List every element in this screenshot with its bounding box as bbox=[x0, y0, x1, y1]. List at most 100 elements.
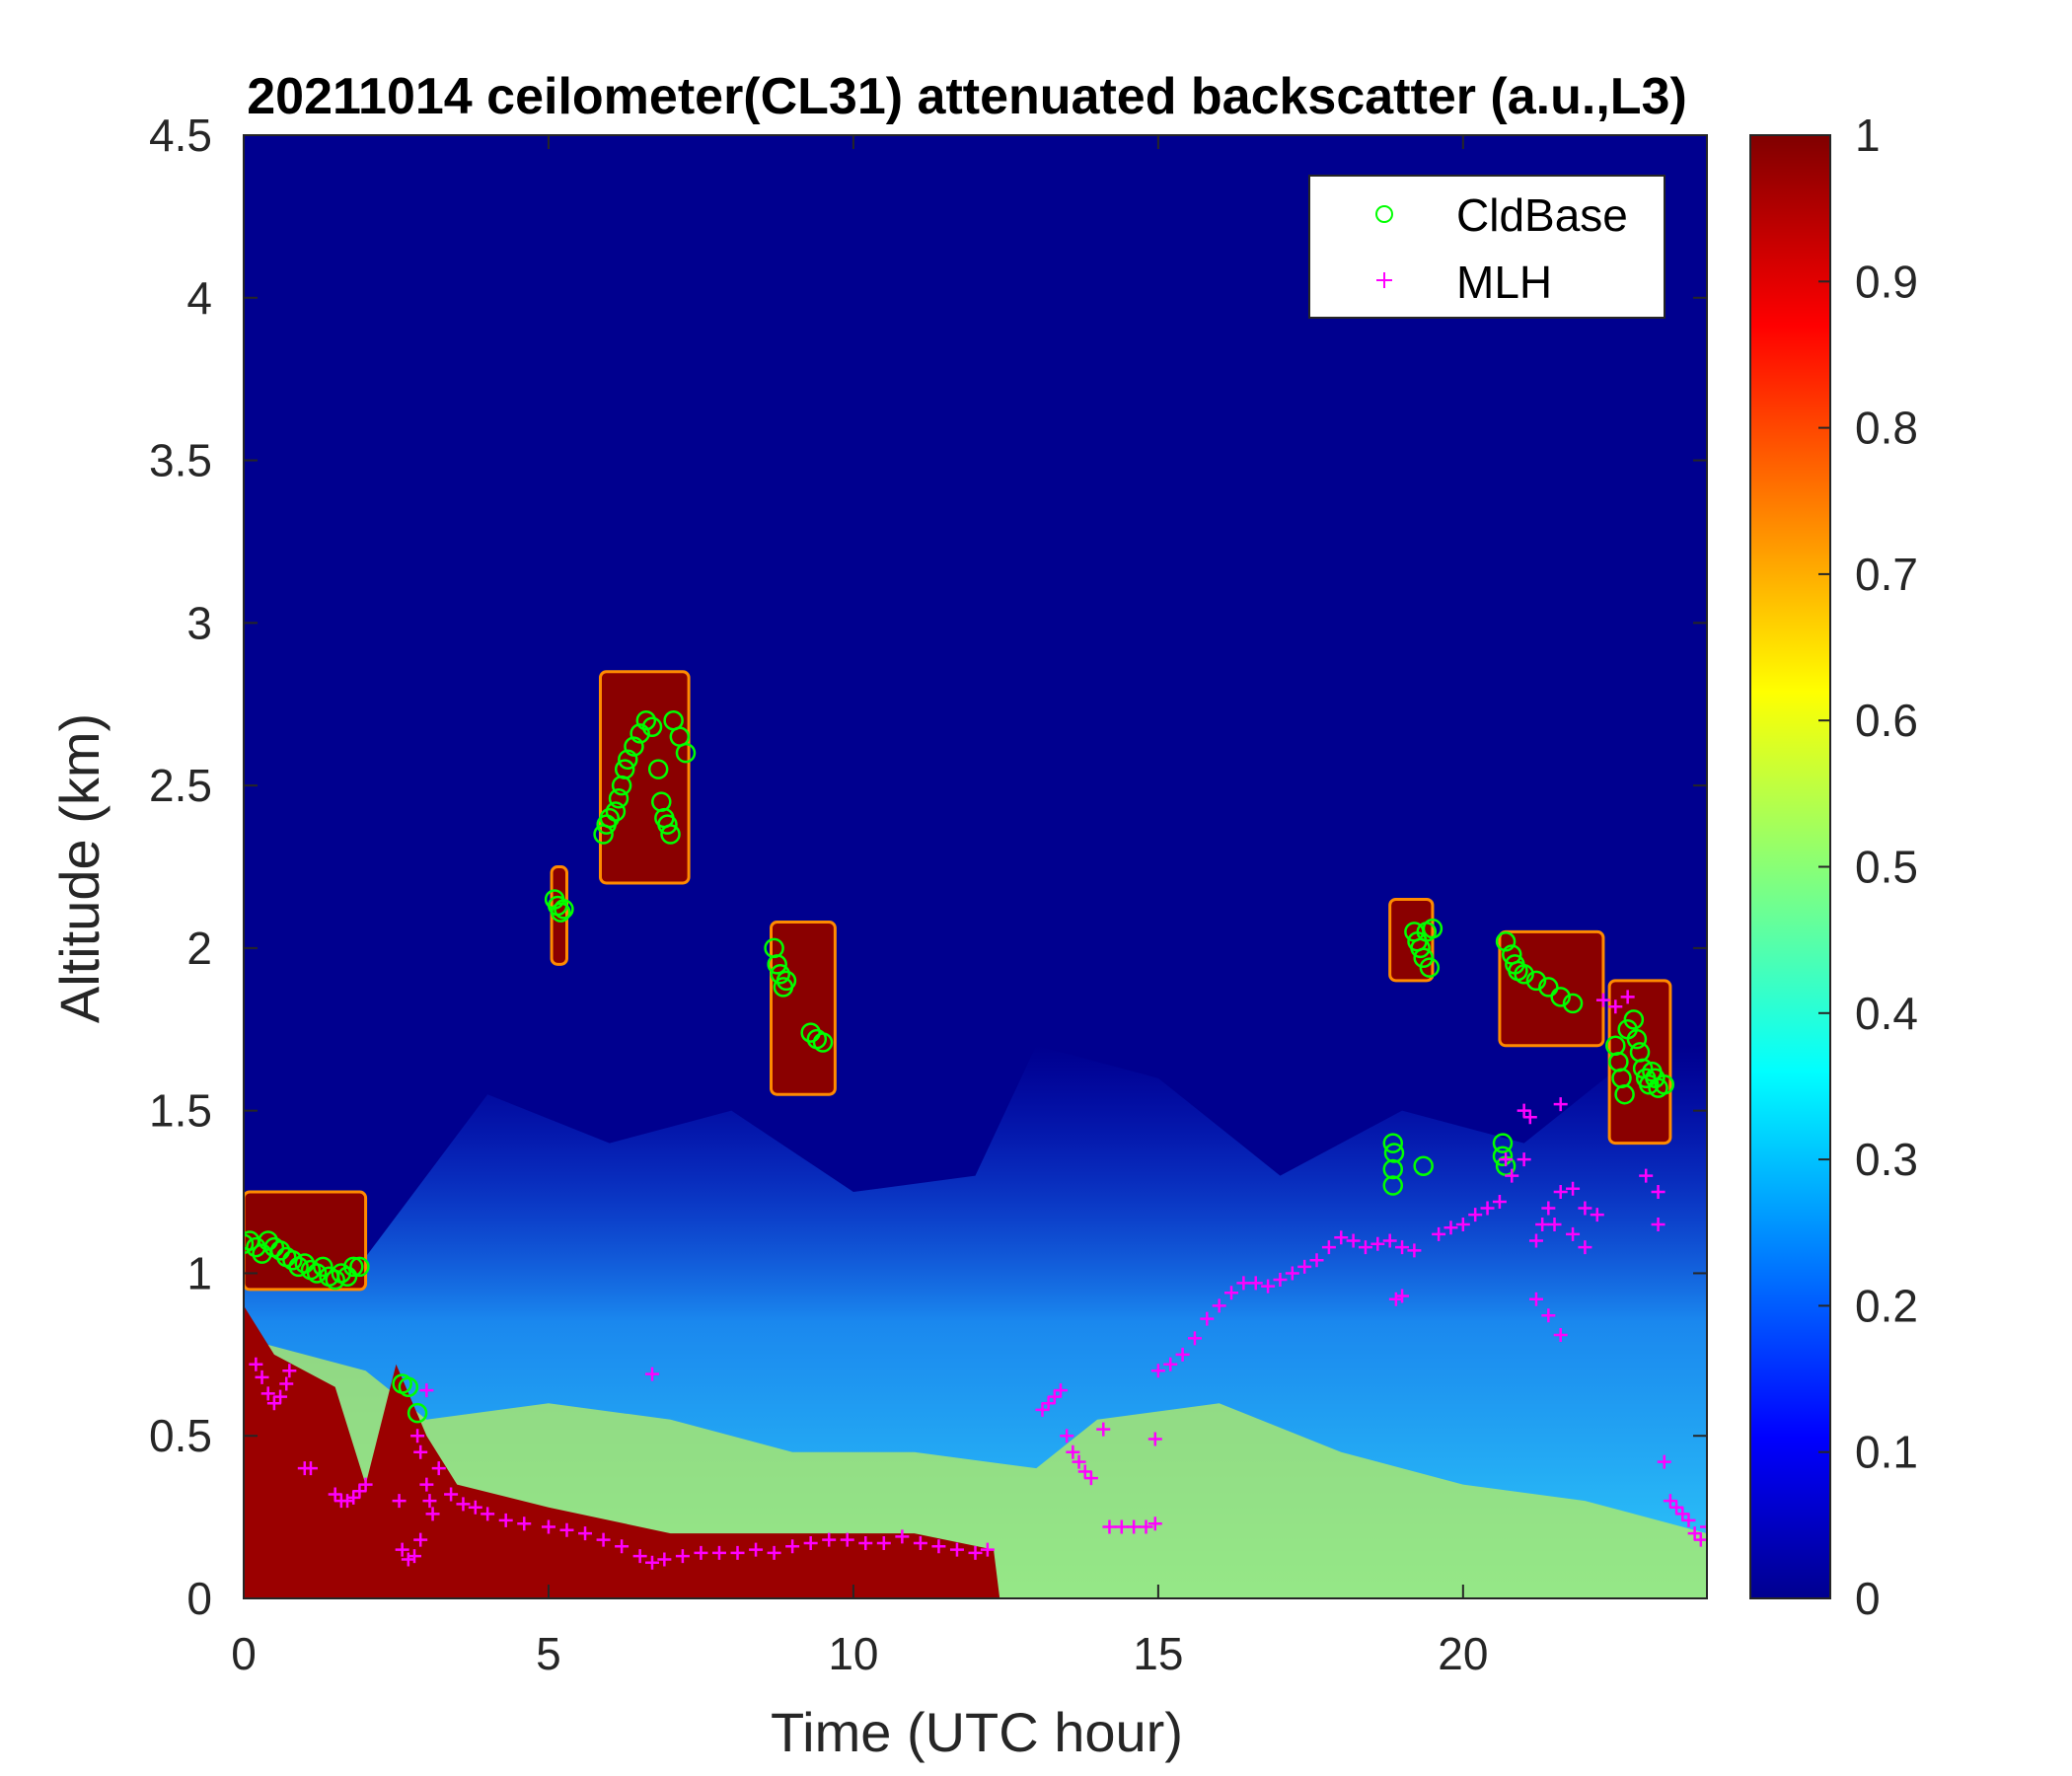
mlh-point bbox=[968, 1545, 983, 1560]
y-axis: 0 0.5 1 1.5 2 2.5 3 3.5 4 4.5 bbox=[149, 110, 1707, 1624]
cldbase-point bbox=[1492, 1133, 1514, 1153]
mlh-point bbox=[1517, 1103, 1531, 1118]
high-backscatter-layer bbox=[244, 1305, 1000, 1598]
mlh-point bbox=[1578, 1201, 1592, 1216]
x-tick-label: 10 bbox=[828, 1628, 878, 1679]
colorbar: 0 0.1 0.2 0.3 0.4 0.5 0.6 0.7 0.8 0.9 1 bbox=[1749, 110, 1918, 1624]
mlh-point bbox=[1261, 1279, 1276, 1294]
mlh-point bbox=[785, 1539, 800, 1554]
cloud-patch bbox=[769, 921, 837, 1096]
x-tick-label: 20 bbox=[1438, 1628, 1488, 1679]
mlh-legend-marker bbox=[1376, 272, 1392, 288]
cldbase-point bbox=[258, 1230, 278, 1251]
mlh-point bbox=[1248, 1276, 1263, 1291]
mlh-point bbox=[559, 1522, 574, 1537]
mlh-point bbox=[1578, 1240, 1592, 1255]
mlh-point bbox=[431, 1461, 446, 1476]
mlh-point bbox=[1541, 1308, 1556, 1323]
mlh-point bbox=[413, 1444, 428, 1459]
cldbase-point bbox=[800, 1022, 821, 1043]
cldbase-point bbox=[657, 814, 678, 835]
cldbase-point bbox=[614, 759, 635, 779]
mlh-point bbox=[645, 1555, 660, 1570]
cldbase-point bbox=[605, 801, 627, 822]
cldbase-point bbox=[1495, 931, 1517, 952]
mlh-point bbox=[1553, 1185, 1568, 1200]
mlh-point bbox=[1072, 1454, 1086, 1469]
cldbase-point bbox=[1639, 1074, 1660, 1095]
mlh-point bbox=[456, 1497, 471, 1512]
mlh-point bbox=[401, 1552, 415, 1567]
cloud-patch bbox=[244, 1190, 368, 1292]
mlh-point bbox=[1224, 1286, 1239, 1300]
mlh-point bbox=[1150, 1364, 1165, 1378]
mlh-point bbox=[1395, 1289, 1410, 1303]
mlh-point bbox=[410, 1429, 425, 1443]
colorbar-tick-label: 0.4 bbox=[1855, 988, 1918, 1039]
mlh-point bbox=[949, 1542, 964, 1557]
mlh-point bbox=[1212, 1298, 1226, 1313]
mlh-point bbox=[1163, 1357, 1178, 1371]
cldbase-legend-marker bbox=[1375, 205, 1393, 223]
cldbase-point bbox=[336, 1266, 358, 1287]
plot-area bbox=[243, 134, 1708, 1599]
mlh-point bbox=[1395, 1240, 1410, 1255]
mlh-point bbox=[596, 1532, 611, 1547]
mlh-point bbox=[1553, 1328, 1568, 1343]
mlh-point bbox=[1541, 1201, 1556, 1216]
mlh-point bbox=[273, 1389, 288, 1404]
series-cldbase bbox=[244, 709, 1674, 1424]
mlh-point bbox=[328, 1487, 342, 1502]
mlh-point bbox=[255, 1369, 269, 1384]
cldbase-point bbox=[1419, 957, 1441, 978]
y-tick-label: 4.5 bbox=[149, 110, 212, 161]
cldbase-point bbox=[244, 1233, 255, 1255]
colorbar-tick-label: 1 bbox=[1855, 110, 1881, 161]
cldbase-point bbox=[1562, 993, 1584, 1014]
cldbase-point bbox=[770, 964, 791, 985]
mlh-point bbox=[1535, 1218, 1550, 1232]
mlh-point bbox=[1687, 1526, 1702, 1541]
mlh-point bbox=[1547, 1218, 1562, 1232]
mlh-point bbox=[749, 1542, 764, 1557]
cldbase-point bbox=[599, 807, 620, 829]
legend-box bbox=[1308, 175, 1665, 319]
y-tick-label: 0.5 bbox=[149, 1410, 212, 1461]
mlh-point bbox=[279, 1376, 294, 1391]
mlh-point bbox=[1608, 999, 1623, 1014]
cldbase-point bbox=[608, 788, 629, 809]
mlh-point bbox=[1639, 1168, 1654, 1183]
mlh-point bbox=[1147, 1517, 1162, 1531]
mlh-point bbox=[913, 1535, 927, 1550]
mlh-point bbox=[1358, 1240, 1372, 1255]
mlh-point bbox=[1382, 1233, 1397, 1248]
cldbase-point bbox=[1550, 987, 1571, 1007]
mlh-point bbox=[498, 1513, 513, 1527]
mlh-point bbox=[1657, 1454, 1671, 1469]
y-tick-label: 3.5 bbox=[149, 435, 212, 486]
mlh-point bbox=[1566, 1181, 1581, 1196]
cloud-patch bbox=[1498, 929, 1605, 1048]
mlh-point bbox=[1346, 1233, 1361, 1248]
mlh-point bbox=[1669, 1500, 1684, 1515]
colorbar-tick-label: 0.3 bbox=[1855, 1134, 1918, 1185]
y-tick-label: 3 bbox=[186, 597, 212, 648]
cldbase-point bbox=[349, 1256, 370, 1278]
mlh-point bbox=[1480, 1201, 1495, 1216]
mlh-point bbox=[657, 1552, 672, 1567]
colorbar-tick-label: 0.1 bbox=[1855, 1427, 1918, 1478]
backscatter-heatmap bbox=[244, 135, 1707, 1598]
mlh-point bbox=[1522, 1110, 1537, 1125]
mlh-point bbox=[260, 1386, 275, 1401]
mlh-point bbox=[840, 1532, 854, 1547]
mlh-point bbox=[1041, 1396, 1056, 1411]
y-tick-label: 4 bbox=[186, 272, 212, 324]
mlh-point bbox=[1432, 1226, 1446, 1241]
mlh-point bbox=[1468, 1208, 1483, 1222]
mlh-point bbox=[1553, 1097, 1568, 1112]
cldbase-point bbox=[647, 759, 669, 779]
cldbase-point bbox=[325, 1269, 345, 1291]
mlh-point bbox=[1528, 1233, 1543, 1248]
mlh-point bbox=[1047, 1389, 1062, 1404]
legend-entry-mlh: MLH bbox=[1456, 257, 1552, 308]
